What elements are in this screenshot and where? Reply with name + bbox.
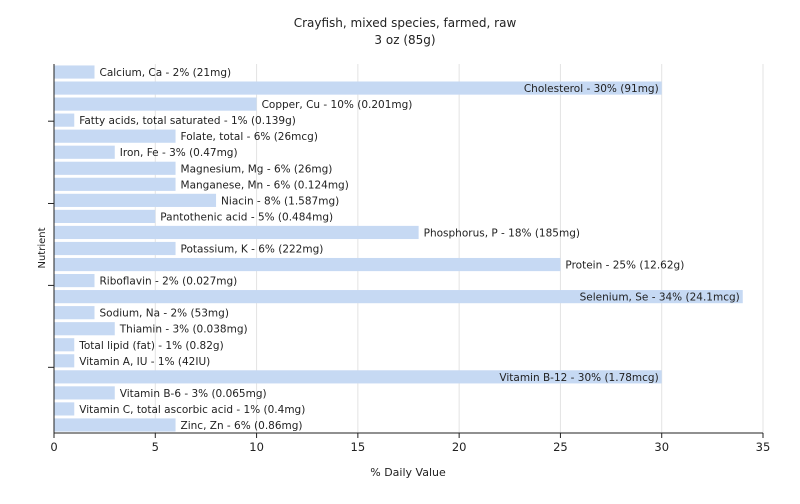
bar bbox=[54, 97, 257, 111]
x-tick-label: 5 bbox=[152, 440, 159, 454]
bar bbox=[54, 338, 75, 352]
bar bbox=[54, 322, 115, 336]
chart-subtitle: 3 oz (85g) bbox=[374, 33, 435, 47]
bar bbox=[54, 386, 115, 400]
bar-label: Total lipid (fat) - 1% (0.82g) bbox=[78, 340, 223, 352]
gridlines bbox=[53, 64, 764, 433]
bar-label: Folate, total - 6% (26mcg) bbox=[181, 131, 318, 143]
bar bbox=[54, 257, 561, 272]
x-tick-label: 15 bbox=[351, 440, 366, 454]
bar bbox=[54, 241, 176, 256]
x-tick-label: 0 bbox=[50, 440, 57, 454]
bar-label: Protein - 25% (12.62g) bbox=[565, 260, 684, 272]
bar bbox=[54, 354, 75, 368]
bar-label: Selenium, Se - 34% (24.1mcg) bbox=[580, 292, 740, 304]
bar bbox=[54, 225, 419, 240]
bar-label: Calcium, Ca - 2% (21mg) bbox=[100, 67, 232, 79]
bar-label: Vitamin A, IU - 1% (42IU) bbox=[79, 356, 210, 368]
bar-label: Thiamin - 3% (0.038mg) bbox=[119, 324, 248, 336]
bar bbox=[54, 81, 662, 95]
bar-label: Magnesium, Mg - 6% (26mg) bbox=[181, 163, 333, 175]
x-tick-label: 20 bbox=[452, 440, 467, 454]
bar bbox=[54, 209, 156, 223]
bar-label: Manganese, Mn - 6% (0.124mg) bbox=[181, 179, 349, 191]
y-axis-label: Nutrient bbox=[37, 227, 48, 268]
bar-label: Copper, Cu - 10% (0.201mg) bbox=[262, 99, 413, 111]
bar bbox=[54, 306, 95, 320]
bar bbox=[54, 402, 75, 416]
bar-label: Vitamin C, total ascorbic acid - 1% (0.4… bbox=[79, 404, 305, 416]
bar-label: Cholesterol - 30% (91mg) bbox=[524, 83, 659, 95]
bar-label: Phosphorus, P - 18% (185mg) bbox=[424, 227, 580, 239]
bar bbox=[54, 161, 176, 175]
x-tick-label: 35 bbox=[756, 440, 771, 454]
bar-label: Vitamin B-6 - 3% (0.065mg) bbox=[120, 388, 267, 400]
bar-label: Riboflavin - 2% (0.027mg) bbox=[100, 276, 238, 288]
bar bbox=[54, 129, 176, 143]
bar bbox=[54, 274, 95, 288]
x-tick-label: 10 bbox=[249, 440, 264, 454]
bar bbox=[54, 113, 75, 127]
bar-label: Sodium, Na - 2% (53mg) bbox=[100, 308, 229, 320]
bar-label: Zinc, Zn - 6% (0.86mg) bbox=[181, 420, 303, 432]
bar bbox=[54, 145, 115, 159]
bar bbox=[54, 193, 217, 207]
bar-label: Fatty acids, total saturated - 1% (0.139… bbox=[79, 115, 296, 127]
bar bbox=[54, 418, 176, 432]
x-tick-label: 30 bbox=[654, 440, 669, 454]
bar-label: Vitamin B-12 - 30% (1.78mcg) bbox=[499, 372, 658, 384]
bar bbox=[54, 370, 662, 384]
axes: 0 5 10 15 20 25 30 35 bbox=[48, 64, 770, 454]
bar-label: Niacin - 8% (1.587mg) bbox=[221, 195, 339, 207]
bars bbox=[54, 65, 743, 432]
bar bbox=[54, 177, 176, 191]
x-tick-label: 25 bbox=[553, 440, 568, 454]
x-axis-label: % Daily Value bbox=[370, 466, 446, 479]
bar-label: Potassium, K - 6% (222mg) bbox=[181, 244, 324, 256]
chart-title: Crayfish, mixed species, farmed, raw bbox=[294, 16, 517, 30]
bar bbox=[54, 290, 743, 304]
bar-label: Iron, Fe - 3% (0.47mg) bbox=[120, 147, 238, 159]
bar-labels: Calcium, Ca - 2% (21mg) Cholesterol - 30%… bbox=[78, 67, 739, 432]
bar-label: Pantothenic acid - 5% (0.484mg) bbox=[160, 211, 333, 223]
bar bbox=[54, 65, 95, 79]
